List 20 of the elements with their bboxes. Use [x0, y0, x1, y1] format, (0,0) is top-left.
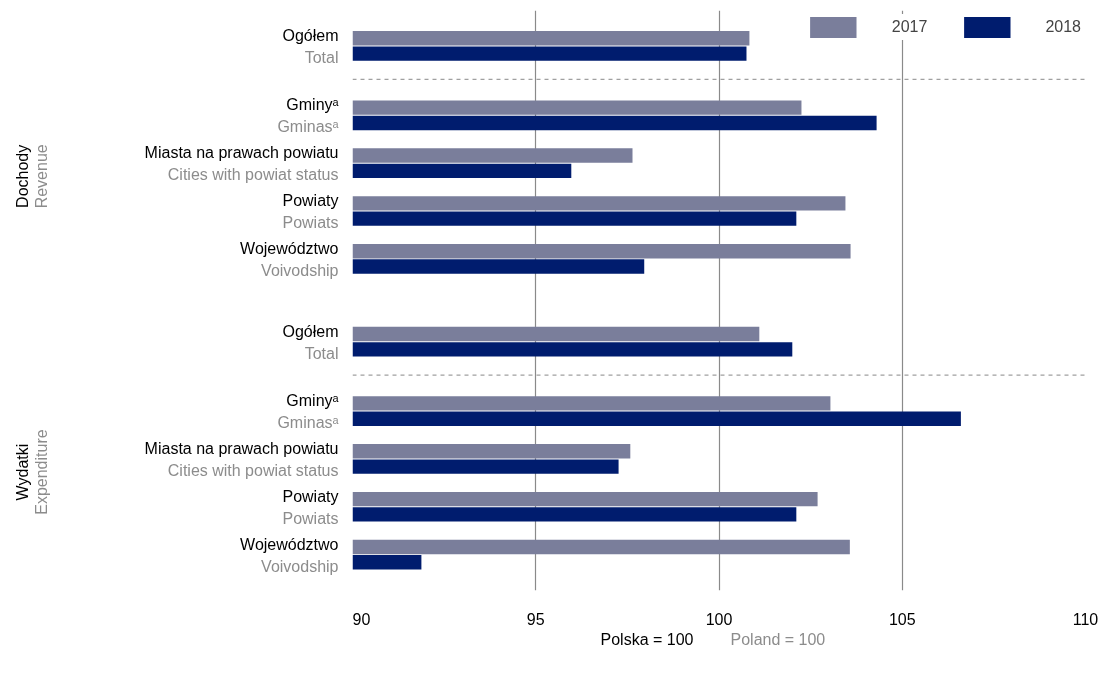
legend-label: 2017 [891, 18, 928, 36]
x-tick-label: 110 [1072, 610, 1099, 628]
x-tick-label: 100 [705, 610, 733, 628]
y-tick-label: Województwo Voivodship [240, 535, 339, 575]
y-tick-label: Gminyᵃ Gminasᵃ [277, 392, 340, 432]
text: Wydatki Expenditure [14, 429, 50, 515]
legend-label: 2018 [1045, 18, 1081, 36]
y-tick-label: Ogółem Total [282, 322, 339, 362]
x-tick-label: 90 [352, 610, 371, 628]
y-tick-label: Powiaty Powiats [282, 487, 339, 527]
y-tick-label: Gminyᵃ Gminasᵃ [277, 96, 340, 136]
y-tick-label: Ogółem Total [282, 26, 339, 66]
x-tick-label: 105 [888, 610, 916, 628]
text: Dochody Revenue [14, 144, 50, 209]
y-tick-label: Miasta na prawach powiatu Cities with powiat status [144, 439, 339, 479]
text: Polska = 100 Poland = 100 [600, 631, 826, 648]
y-tick-label: Powiaty Powiats [282, 191, 339, 231]
y-tick-label: Miasta na prawach powiatu Cities with powiat status [144, 144, 339, 184]
y-tick-label: Województwo Voivodship [240, 239, 339, 279]
x-tick-label: 95 [526, 610, 545, 628]
